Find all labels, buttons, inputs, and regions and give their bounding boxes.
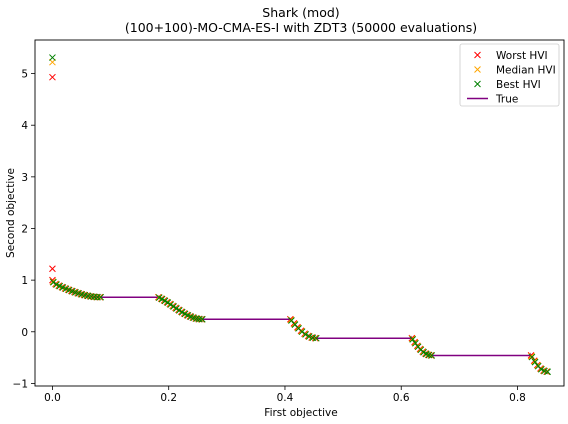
best-hvi-point bbox=[167, 301, 175, 308]
best-hvi-point bbox=[97, 293, 105, 301]
x-tick-label: 0.4 bbox=[277, 392, 294, 404]
chart-title: Shark (mod) bbox=[262, 5, 339, 20]
legend-marker-swatch bbox=[474, 66, 481, 73]
legend-label: True bbox=[495, 93, 518, 105]
legend-box bbox=[459, 43, 560, 107]
y-tick-label: 5 bbox=[21, 69, 28, 81]
y-tick-label: −1 bbox=[13, 378, 28, 390]
legend-marker-swatch bbox=[474, 80, 481, 88]
best-hvi-point bbox=[173, 305, 180, 312]
plot-area bbox=[49, 54, 551, 376]
y-tick-label: 2 bbox=[21, 223, 28, 235]
y-tick-label: 4 bbox=[21, 120, 28, 132]
chart-subtitle: (100+100)-MO-CMA-ES-I with ZDT3 (50000 e… bbox=[125, 20, 477, 35]
best-hvi-point bbox=[302, 331, 309, 338]
y-axis: −1 0 1 2 3 4 5 bbox=[13, 69, 35, 390]
legend-marker-swatch bbox=[474, 51, 481, 59]
best-hvi-point bbox=[49, 54, 56, 61]
best-hvi-point bbox=[312, 334, 320, 342]
legend-label: Median HVI bbox=[496, 64, 556, 76]
best-hvi-point bbox=[528, 353, 536, 361]
best-hvi-point bbox=[409, 336, 417, 343]
best-hvi-point bbox=[544, 368, 551, 376]
y-tick-label: 3 bbox=[21, 172, 28, 184]
x-tick-label: 0.0 bbox=[44, 392, 61, 404]
x-tick-label: 0.8 bbox=[509, 392, 526, 404]
best-hvi-point bbox=[425, 351, 433, 359]
x-axis-label: First objective bbox=[264, 407, 337, 419]
x-tick-label: 0.6 bbox=[393, 392, 410, 404]
best-hvi-point bbox=[50, 278, 57, 286]
best-hvi-point bbox=[164, 299, 172, 307]
y-tick-label: 1 bbox=[21, 275, 28, 287]
best-hvi-point bbox=[53, 281, 60, 288]
plot-frame bbox=[34, 39, 565, 387]
legend: Worst HVI Median HVI Best HVI True bbox=[459, 43, 560, 107]
best-hvi-point bbox=[196, 315, 203, 323]
x-axis: 0.0 0.2 0.4 0.6 0.8 bbox=[44, 386, 526, 404]
legend-label: Worst HVI bbox=[496, 50, 548, 62]
best-hvi-point bbox=[305, 333, 313, 340]
best-hvi-point bbox=[538, 365, 545, 373]
best-hvi-point bbox=[412, 339, 419, 347]
x-tick-label: 0.2 bbox=[160, 392, 177, 404]
best-hvi-point bbox=[170, 303, 177, 310]
worst-hvi-point bbox=[49, 265, 56, 273]
best-hvi-point bbox=[94, 293, 101, 301]
y-axis-label: Second objective bbox=[5, 168, 17, 258]
best-hvi-point bbox=[428, 352, 436, 359]
worst-hvi-point bbox=[49, 73, 56, 81]
best-hvi-point bbox=[531, 358, 539, 366]
legend-label: Best HVI bbox=[496, 79, 541, 91]
best-hvi-point bbox=[198, 315, 206, 323]
best-hvi-point bbox=[298, 328, 306, 336]
y-tick-label: 0 bbox=[21, 327, 28, 339]
